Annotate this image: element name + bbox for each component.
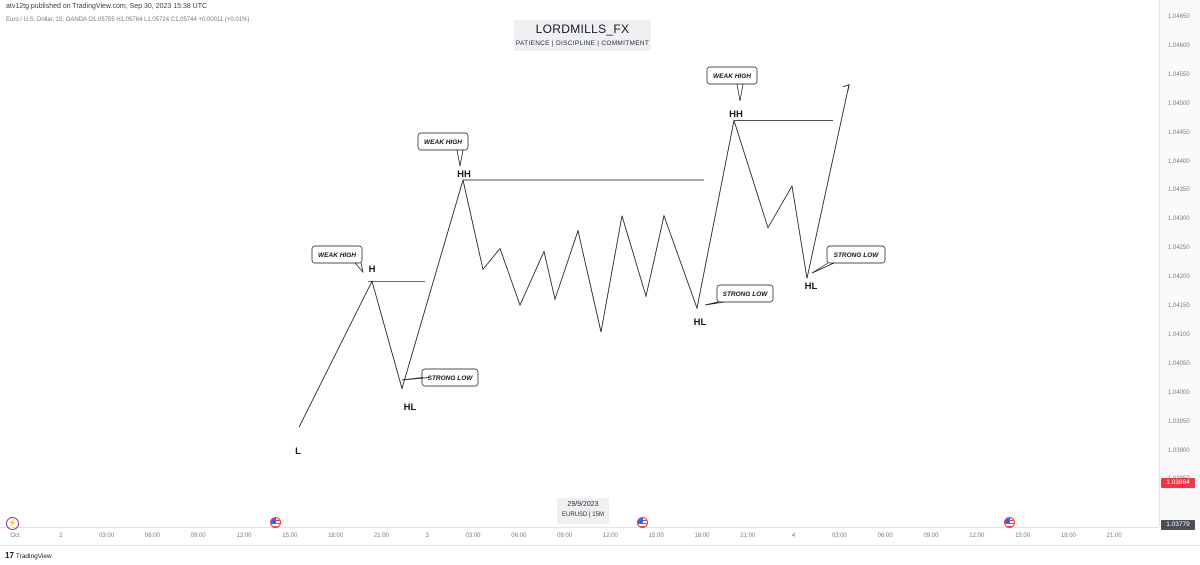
price-tick: 1.04050 [1168,360,1190,367]
callout-text: WEAK HIGH [713,73,751,80]
tv-logo-mark: 17 [5,551,14,560]
horizontal-levels [368,120,833,282]
swing-label: HL [404,402,417,413]
callout-text: STRONG LOW [428,375,474,382]
time-tick: 18:00 [1060,533,1076,539]
time-tick: 03:00 [465,533,481,539]
time-tick: 21:00 [740,533,756,539]
callout[interactable]: STRONG LOW [401,368,479,387]
watermark-subtitle: PATIENCE | DISCIPLINE | COMMITMENT [515,40,650,47]
price-tick: 1.03900 [1168,447,1190,454]
time-tick: 06:00 [144,533,160,539]
symbol-interval-label: EURUSD | 15M [562,512,604,518]
footer-bar [0,545,1200,565]
time-tick: 3 [425,533,429,539]
time-tick: 06:00 [511,533,527,539]
time-tick: 12:00 [602,533,618,539]
time-tick: 03:00 [831,533,847,539]
time-axis[interactable] [0,527,1159,545]
us-flag-icon[interactable] [1004,517,1015,528]
time-tick: 15:00 [1015,533,1031,539]
price-tick: 1.04250 [1168,245,1190,252]
swing-label: HH [729,109,743,120]
price-line [298,84,850,428]
callout-text: WEAK HIGH [424,139,462,146]
published-line: atv12tg published on TradingView.com, Se… [6,3,208,10]
callout[interactable]: WEAK HIGH [417,132,469,167]
time-tick: 09:00 [923,533,939,539]
tv-logo-text: TradingView [15,553,52,560]
callout[interactable]: WEAK HIGH [706,66,758,102]
swing-labels: L H HL HH HL HH HL [295,109,817,457]
time-tick: 15:00 [648,533,664,539]
time-tick: Oct [10,533,20,539]
price-tick: 1.04400 [1168,158,1190,165]
time-tick: 09:00 [557,533,573,539]
lightning-icon[interactable]: ⚡ [6,517,19,530]
time-tick: 12:00 [236,533,252,539]
price-tick: 1.04500 [1168,100,1190,107]
us-flag-icon[interactable] [637,517,648,528]
time-tick: 12:00 [969,533,985,539]
price-tick: 1.03950 [1168,418,1190,425]
symbol-legend: Euro / U.S. Dollar, 15, OANDA O1.05755 H… [6,17,250,23]
swing-label: HL [805,281,818,292]
watermark-title: LORDMILLS_FX [535,22,630,36]
date-label: 29/9/2023 [567,501,599,508]
callout-text: STRONG LOW [834,252,880,259]
swing-label: HL [694,317,707,328]
time-tick: 15:00 [282,533,298,539]
time-tick: 18:00 [328,533,344,539]
price-tick: 1.04350 [1168,187,1190,194]
tradingview-logo[interactable]: 17 TradingView [5,551,52,560]
swing-label: H [369,264,376,275]
time-tick: 18:00 [694,533,710,539]
swing-label: L [295,446,301,457]
price-tick: 1.04650 [1168,14,1190,20]
swing-label: HH [457,169,471,180]
time-tick: 03:00 [99,533,115,539]
watermark-box: LORDMILLS_FX PATIENCE | DISCIPLINE | COM… [514,20,651,51]
us-flag-icon[interactable] [270,517,281,528]
arrow-head-mark [842,84,850,91]
time-tick: 21:00 [373,533,389,539]
price-tick: 1.04200 [1168,274,1190,281]
callout[interactable]: STRONG LOW [811,245,886,274]
callouts: WEAK HIGH STRONG LOW WEAK HIGH STRONG LOW WE… [311,66,886,387]
time-tick: 4 [791,533,796,539]
time-tick: 06:00 [877,533,893,539]
callout[interactable]: WEAK HIGH [311,245,364,274]
callout-text: WEAK HIGH [318,252,356,259]
price-tick: 1.04300 [1168,216,1190,223]
price-tick: 1.04550 [1168,71,1190,78]
low-price-badge: 1.03779 [1161,520,1195,530]
date-box: 29/9/2023 EURUSD | 15M [557,498,609,524]
time-tick: 21:00 [1106,533,1122,539]
price-tick: 1.04150 [1168,303,1190,309]
time-tick: 09:00 [190,533,206,539]
callout[interactable]: STRONG LOW [704,284,774,306]
last-price-badge: 1.03864 [1161,478,1195,488]
price-tick: 1.04600 [1168,42,1190,49]
callout-text: STRONG LOW [723,291,769,298]
time-tick: 2 [59,533,63,539]
price-tick: 1.04000 [1168,389,1190,396]
price-axis[interactable] [1159,0,1200,527]
price-tick: 1.04450 [1168,129,1190,136]
arrow-head [842,84,850,91]
price-tick: 1.04100 [1168,331,1190,338]
